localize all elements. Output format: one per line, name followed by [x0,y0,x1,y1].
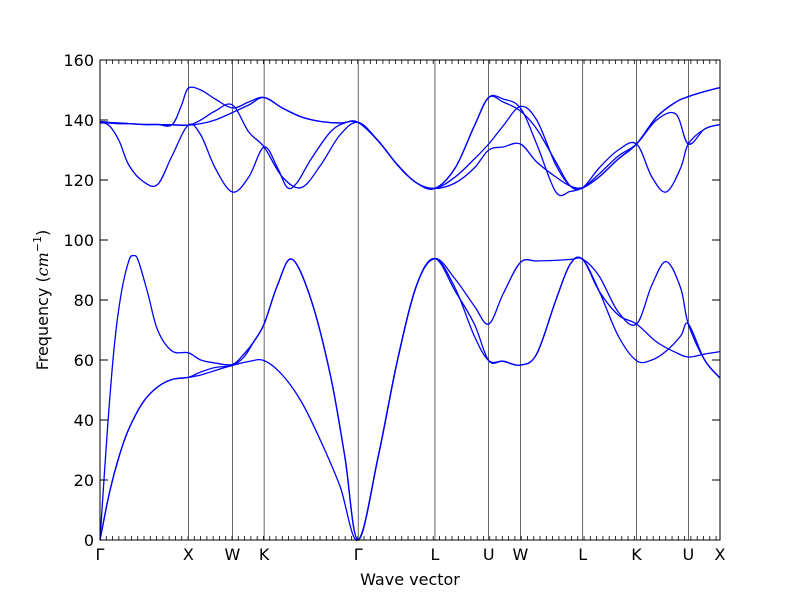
band-series-7 [99,86,721,197]
y-tick-label: 20 [74,471,94,490]
y-tick-label: 120 [63,171,94,190]
x-tick-label: L [578,545,587,564]
y-tick-label: 80 [74,291,94,310]
band-series-1 [99,256,721,541]
x-tick-label: L [430,545,439,564]
x-tick-label: X [715,545,726,564]
plot-frame [99,59,721,541]
y-axis-label-suffix: ) [33,230,52,236]
y-axis-label: Frequency (cm−1) [31,230,52,371]
minor-ticks [99,60,717,540]
y-tick-label: 0 [84,531,94,550]
x-tick-label: Γ [96,545,105,564]
symmetry-vertical-lines [99,60,721,540]
band-series-6 [99,103,721,190]
y-axis-label-unit: cm [33,252,52,276]
band-series-4 [99,86,721,190]
y-axis-label-prefix: Frequency ( [33,276,52,370]
x-tick-label: Γ [354,545,363,564]
x-tick-label: K [631,545,642,564]
y-tick-label: 40 [74,411,94,430]
y-tick-label: 60 [74,351,94,370]
x-tick-label: U [682,545,694,564]
x-tick-label: X [183,545,194,564]
band-series-layer [99,86,721,541]
x-tick-label: K [259,545,270,564]
y-tick-label: 160 [63,51,94,70]
y-axis-label-exponent: −1 [31,236,44,252]
band-series-2 [99,256,721,541]
x-axis-label: Wave vector [360,570,460,589]
y-axis-ticks: 0 20 40 60 80 100 120 140 160 [63,51,720,550]
x-tick-label: W [512,545,528,564]
y-tick-label: 140 [63,111,94,130]
x-tick-label: W [225,545,241,564]
band-series-3 [99,254,721,541]
y-tick-label: 100 [63,231,94,250]
x-tick-label: U [483,545,495,564]
